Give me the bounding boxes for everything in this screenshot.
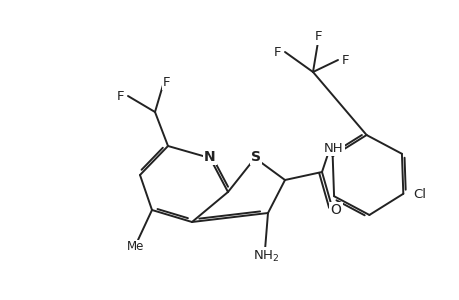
Text: NH: NH	[324, 142, 343, 154]
Text: O: O	[330, 203, 341, 217]
Text: F: F	[274, 46, 281, 59]
Text: F: F	[163, 76, 170, 88]
Text: Cl: Cl	[412, 188, 425, 201]
Text: F: F	[117, 89, 124, 103]
Text: N: N	[204, 150, 215, 164]
Text: F: F	[341, 55, 349, 68]
Text: NH$_2$: NH$_2$	[252, 248, 279, 263]
Text: S: S	[251, 150, 260, 164]
Text: Me: Me	[127, 241, 145, 254]
Text: F: F	[314, 31, 322, 44]
